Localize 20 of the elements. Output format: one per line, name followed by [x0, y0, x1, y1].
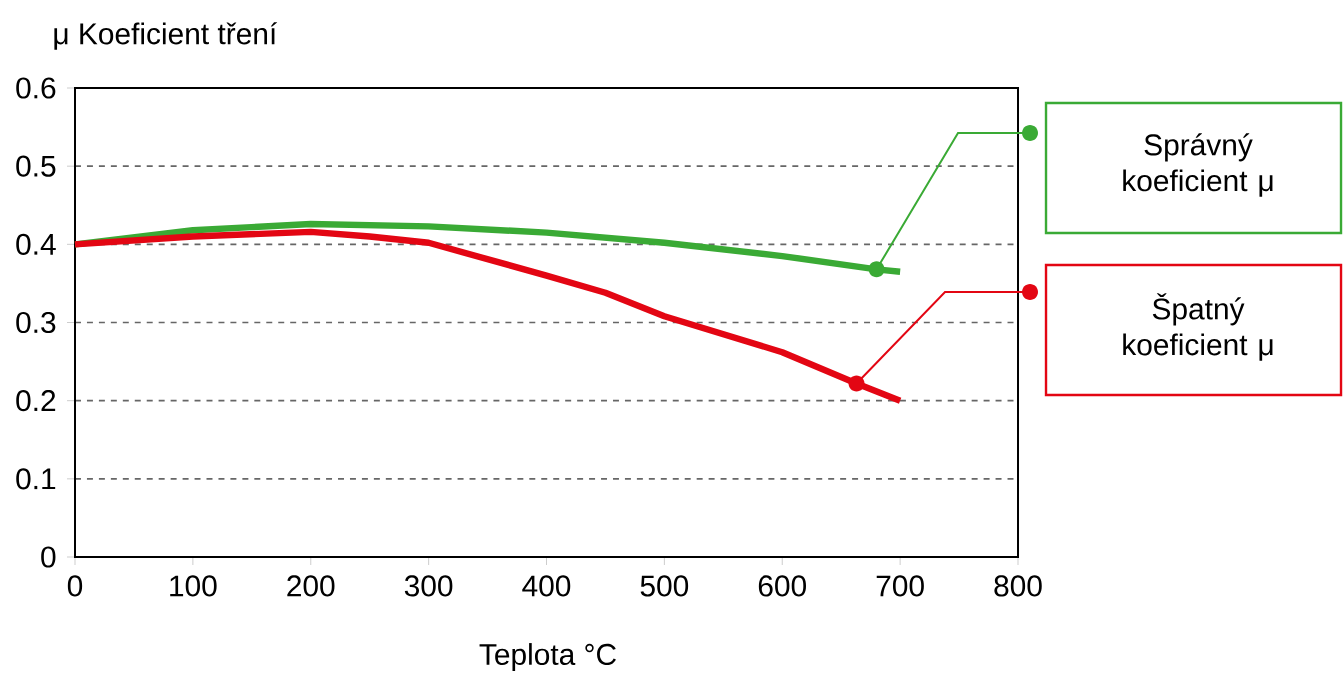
x-tick-label: 600	[758, 575, 806, 597]
y-axis-title: μ Koeficient tření	[54, 22, 278, 50]
y-tick-label: 0.5	[16, 155, 56, 177]
text: Špatný koeficient μ	[1123, 293, 1273, 361]
y-tick-label: 0.4	[16, 233, 56, 255]
x-tick-label: 100	[170, 575, 217, 597]
text: Správný koeficient μ	[1123, 133, 1273, 197]
x-tick-label: 200	[287, 575, 335, 597]
x-tick-label: 0	[67, 575, 83, 597]
y-tick-label: 0.3	[16, 311, 56, 334]
y-tick-label: 0.6	[16, 77, 56, 99]
x-tick-label: 800	[994, 575, 1042, 597]
x-tick-label: 500	[640, 575, 689, 597]
y-tick-label: 0.1	[16, 468, 56, 490]
y-tick-label: 0	[41, 546, 56, 568]
y-tick-label: 0.2	[16, 390, 56, 412]
x-tick-label: 700	[876, 575, 924, 597]
x-axis-title: Teplota °C	[479, 643, 616, 671]
x-tick-label: 300	[404, 575, 453, 597]
x-tick-label: 400	[522, 575, 571, 597]
